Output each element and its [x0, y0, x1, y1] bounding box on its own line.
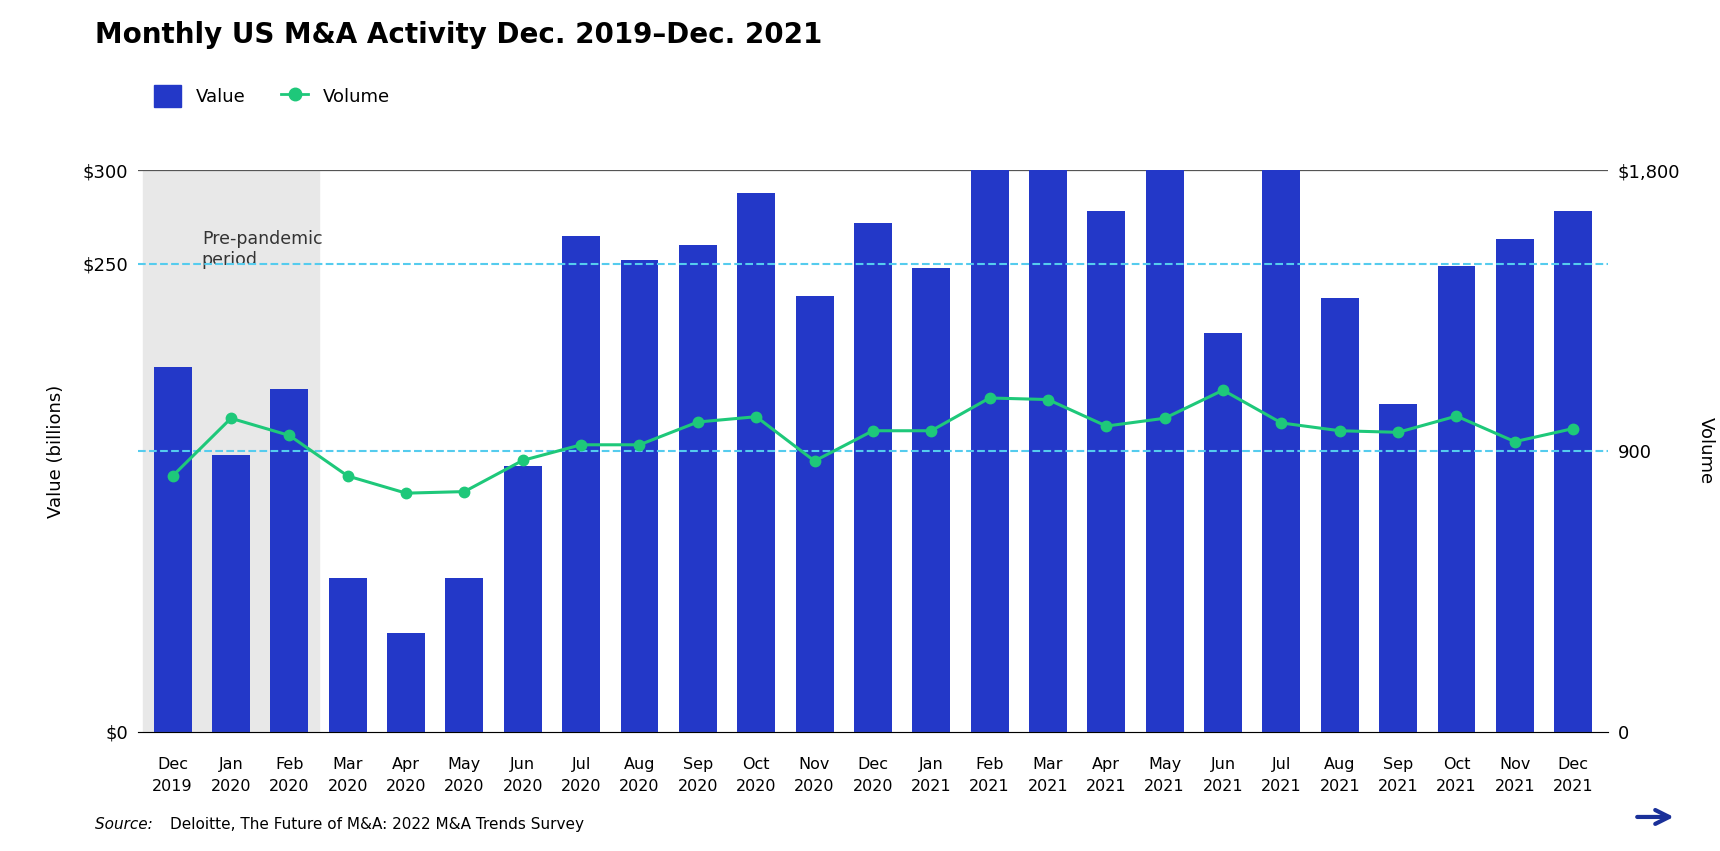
Text: Oct: Oct: [743, 757, 771, 772]
Text: Aug: Aug: [624, 757, 655, 772]
Bar: [679, 245, 717, 732]
Text: May: May: [1147, 757, 1182, 772]
Text: 2020: 2020: [212, 779, 251, 794]
Text: 2021: 2021: [970, 779, 1010, 794]
Bar: [1379, 404, 1417, 732]
Bar: [1321, 298, 1359, 732]
Text: Nov: Nov: [798, 757, 831, 772]
Text: Mar: Mar: [1032, 757, 1063, 772]
Bar: [1262, 142, 1300, 732]
Text: 2021: 2021: [1202, 779, 1244, 794]
Text: 2020: 2020: [268, 779, 310, 794]
Text: Monthly US M&A Activity Dec. 2019–Dec. 2021: Monthly US M&A Activity Dec. 2019–Dec. 2…: [95, 21, 822, 49]
Text: 2021: 2021: [1436, 779, 1477, 794]
Text: Nov: Nov: [1500, 757, 1531, 772]
Text: 2020: 2020: [678, 779, 717, 794]
Bar: [796, 295, 834, 732]
Text: Jul: Jul: [1271, 757, 1292, 772]
Text: Sep: Sep: [1383, 757, 1414, 772]
Text: Aug: Aug: [1324, 757, 1355, 772]
Text: Dec: Dec: [157, 757, 187, 772]
Bar: [912, 267, 949, 732]
Text: 2020: 2020: [561, 779, 602, 794]
Text: 2019: 2019: [153, 779, 193, 794]
Text: Pre-pandemic
period: Pre-pandemic period: [201, 230, 322, 269]
Text: 2020: 2020: [736, 779, 776, 794]
Text: Jun: Jun: [511, 757, 535, 772]
Bar: [153, 367, 191, 732]
Bar: [1555, 211, 1593, 732]
Text: Sep: Sep: [683, 757, 714, 772]
Legend: Value, Volume: Value, Volume: [146, 78, 397, 115]
Text: Deloitte, The Future of M&A: 2022 M&A Trends Survey: Deloitte, The Future of M&A: 2022 M&A Tr…: [170, 817, 585, 832]
Text: 2021: 2021: [1144, 779, 1185, 794]
Text: Apr: Apr: [1092, 757, 1120, 772]
Bar: [621, 260, 659, 732]
Text: Dec: Dec: [857, 757, 889, 772]
Text: 2020: 2020: [853, 779, 893, 794]
Bar: [1146, 151, 1183, 732]
Text: 2021: 2021: [1553, 779, 1593, 794]
Text: Dec: Dec: [1558, 757, 1589, 772]
Text: 2021: 2021: [1261, 779, 1302, 794]
Text: 2021: 2021: [1085, 779, 1127, 794]
Text: 2021: 2021: [912, 779, 951, 794]
Bar: [504, 466, 542, 732]
Bar: [1438, 266, 1476, 732]
Bar: [445, 579, 483, 732]
Text: 2020: 2020: [502, 779, 544, 794]
Text: 2020: 2020: [327, 779, 368, 794]
Text: 2020: 2020: [444, 779, 485, 794]
Text: Oct: Oct: [1443, 757, 1471, 772]
Bar: [1204, 333, 1242, 732]
Bar: [970, 80, 1008, 732]
Bar: [853, 223, 893, 732]
Text: 2021: 2021: [1319, 779, 1361, 794]
Text: 2020: 2020: [619, 779, 660, 794]
Bar: [270, 389, 308, 732]
Bar: [1029, 142, 1066, 732]
Bar: [212, 454, 249, 732]
Text: Jan: Jan: [218, 757, 243, 772]
Bar: [387, 632, 425, 732]
Text: Feb: Feb: [275, 757, 303, 772]
Text: 2020: 2020: [795, 779, 834, 794]
Bar: [562, 236, 600, 732]
Text: 2020: 2020: [385, 779, 427, 794]
Text: 2021: 2021: [1378, 779, 1419, 794]
Bar: [1087, 211, 1125, 732]
Text: 2021: 2021: [1495, 779, 1536, 794]
Bar: [143, 170, 318, 732]
Text: Mar: Mar: [332, 757, 363, 772]
Text: May: May: [447, 757, 482, 772]
Bar: [738, 192, 776, 732]
Text: Apr: Apr: [392, 757, 420, 772]
Text: Feb: Feb: [975, 757, 1004, 772]
Y-axis label: Volume: Volume: [1698, 418, 1715, 484]
Text: Jan: Jan: [918, 757, 944, 772]
Bar: [1496, 239, 1534, 732]
Text: 2021: 2021: [1027, 779, 1068, 794]
Text: Jun: Jun: [1211, 757, 1235, 772]
Text: Source:: Source:: [95, 817, 157, 832]
Y-axis label: Value (billions): Value (billions): [48, 385, 65, 517]
Bar: [329, 579, 366, 732]
Text: Jul: Jul: [571, 757, 590, 772]
